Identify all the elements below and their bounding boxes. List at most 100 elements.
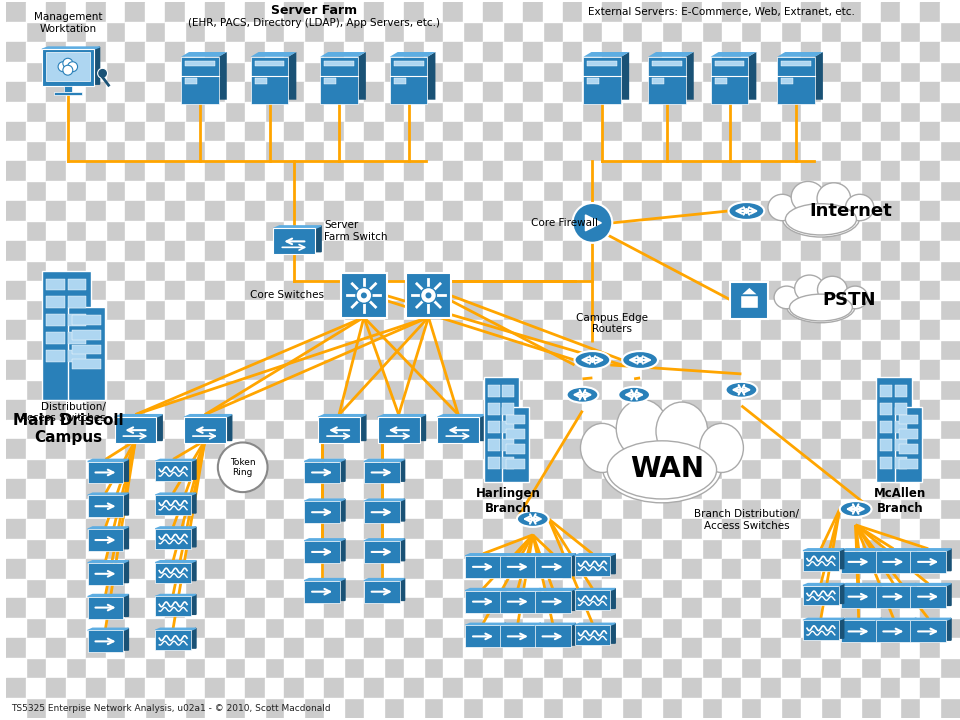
Bar bbox=[423, 539, 444, 559]
Bar bbox=[204, 459, 225, 480]
Bar bbox=[245, 360, 265, 380]
Bar bbox=[841, 22, 861, 42]
Bar bbox=[394, 78, 406, 84]
FancyBboxPatch shape bbox=[895, 407, 922, 482]
Bar bbox=[801, 221, 821, 240]
Bar bbox=[126, 42, 145, 62]
Bar bbox=[85, 240, 106, 261]
Bar bbox=[821, 82, 841, 102]
Bar bbox=[384, 678, 403, 698]
Bar bbox=[66, 400, 85, 420]
Bar bbox=[940, 141, 960, 161]
Bar bbox=[284, 82, 304, 102]
Bar bbox=[245, 459, 265, 480]
Bar bbox=[741, 618, 761, 638]
Bar bbox=[542, 42, 563, 62]
FancyBboxPatch shape bbox=[466, 626, 501, 647]
Ellipse shape bbox=[616, 400, 668, 458]
Bar bbox=[364, 42, 384, 62]
Bar bbox=[622, 281, 642, 300]
Bar bbox=[444, 181, 464, 201]
Bar bbox=[324, 261, 344, 281]
Bar bbox=[861, 62, 880, 82]
Bar bbox=[403, 82, 423, 102]
Bar bbox=[899, 444, 918, 454]
Bar bbox=[46, 678, 66, 698]
Bar bbox=[284, 598, 304, 618]
Bar bbox=[602, 439, 622, 459]
Bar bbox=[324, 60, 354, 66]
Bar bbox=[801, 360, 821, 380]
Bar bbox=[384, 62, 403, 82]
Bar bbox=[761, 638, 781, 658]
Bar bbox=[900, 598, 921, 618]
Bar bbox=[602, 261, 622, 281]
Ellipse shape bbox=[791, 181, 825, 212]
Bar bbox=[662, 519, 682, 539]
Bar bbox=[642, 201, 662, 221]
Ellipse shape bbox=[602, 432, 722, 503]
Bar bbox=[502, 385, 515, 397]
Bar bbox=[642, 82, 662, 102]
FancyBboxPatch shape bbox=[390, 57, 427, 104]
Bar bbox=[6, 459, 26, 480]
Bar bbox=[145, 22, 165, 42]
Bar bbox=[880, 62, 900, 82]
Bar bbox=[503, 22, 523, 42]
Bar bbox=[126, 499, 145, 519]
FancyBboxPatch shape bbox=[438, 417, 479, 443]
Ellipse shape bbox=[817, 183, 851, 214]
Bar bbox=[344, 499, 364, 519]
Bar bbox=[682, 240, 702, 261]
Bar bbox=[900, 320, 921, 340]
Bar bbox=[6, 42, 26, 62]
Bar bbox=[682, 201, 702, 221]
Bar bbox=[384, 102, 403, 122]
Bar bbox=[364, 598, 384, 618]
Bar bbox=[741, 22, 761, 42]
Bar bbox=[225, 400, 245, 420]
Bar bbox=[344, 221, 364, 240]
Bar bbox=[861, 161, 880, 181]
Bar bbox=[563, 340, 583, 360]
Bar bbox=[284, 579, 304, 598]
Bar bbox=[523, 499, 542, 519]
Bar bbox=[662, 499, 682, 519]
Bar bbox=[145, 281, 165, 300]
Bar bbox=[403, 400, 423, 420]
Bar bbox=[702, 698, 722, 718]
Bar bbox=[423, 62, 444, 82]
Bar bbox=[861, 300, 880, 320]
FancyBboxPatch shape bbox=[574, 590, 611, 611]
Bar bbox=[46, 297, 65, 308]
Bar bbox=[165, 240, 185, 261]
Bar bbox=[801, 618, 821, 638]
Bar bbox=[165, 559, 185, 579]
Bar bbox=[403, 161, 423, 181]
Bar bbox=[895, 457, 907, 469]
Bar bbox=[682, 141, 702, 161]
Bar bbox=[444, 618, 464, 638]
Bar bbox=[880, 340, 900, 360]
Bar bbox=[861, 579, 880, 598]
Bar bbox=[225, 340, 245, 360]
Bar bbox=[662, 698, 682, 718]
Polygon shape bbox=[156, 595, 196, 596]
Bar bbox=[503, 261, 523, 281]
Bar bbox=[344, 559, 364, 579]
Bar bbox=[66, 439, 85, 459]
Bar bbox=[900, 181, 921, 201]
Bar bbox=[6, 439, 26, 459]
Bar bbox=[245, 300, 265, 320]
Bar bbox=[801, 82, 821, 102]
Bar bbox=[841, 539, 861, 559]
Bar bbox=[304, 638, 324, 658]
Bar bbox=[204, 261, 225, 281]
Bar bbox=[662, 82, 682, 102]
Bar bbox=[304, 240, 324, 261]
Bar bbox=[880, 618, 900, 638]
Bar bbox=[165, 698, 185, 718]
Bar bbox=[602, 122, 622, 141]
Bar bbox=[204, 122, 225, 141]
Polygon shape bbox=[947, 618, 951, 640]
